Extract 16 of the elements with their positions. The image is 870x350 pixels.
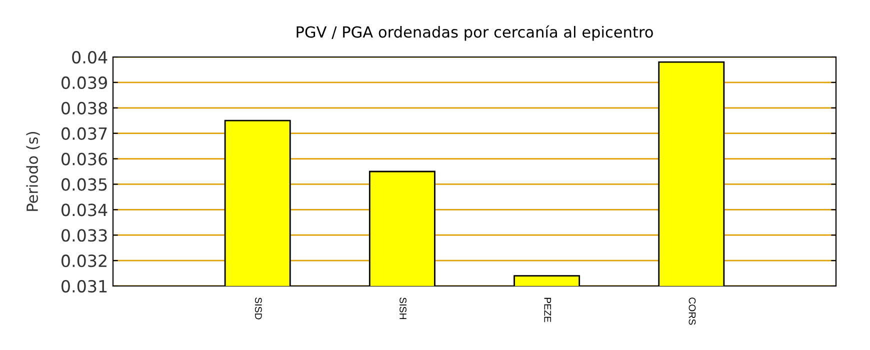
y-tick-label: 0.037 — [62, 127, 107, 140]
x-tick-label: SISH — [400, 298, 406, 320]
y-tick-label: 0.033 — [62, 229, 107, 242]
y-tick-label: 0.038 — [62, 102, 107, 114]
y-axis-title: Periodo (s) — [26, 132, 40, 211]
y-tick-label: 0.032 — [62, 254, 106, 268]
y-tick-label: 0.039 — [62, 76, 107, 90]
x-tick-label: SISD — [254, 298, 262, 320]
y-tick-label: 0.036 — [62, 152, 108, 166]
y-tick-label: 0.031 — [62, 280, 107, 293]
x-tick-label: CORS — [688, 298, 696, 325]
chart-title: PGV / PGA ordenadas por cercanía al epicentro — [296, 25, 653, 41]
x-tick-label: PEZE — [544, 298, 551, 322]
y-tick-label: 0.035 — [62, 178, 107, 191]
y-tick-label: 0.04 — [72, 50, 108, 64]
y-tick-label: 0.034 — [62, 204, 108, 216]
